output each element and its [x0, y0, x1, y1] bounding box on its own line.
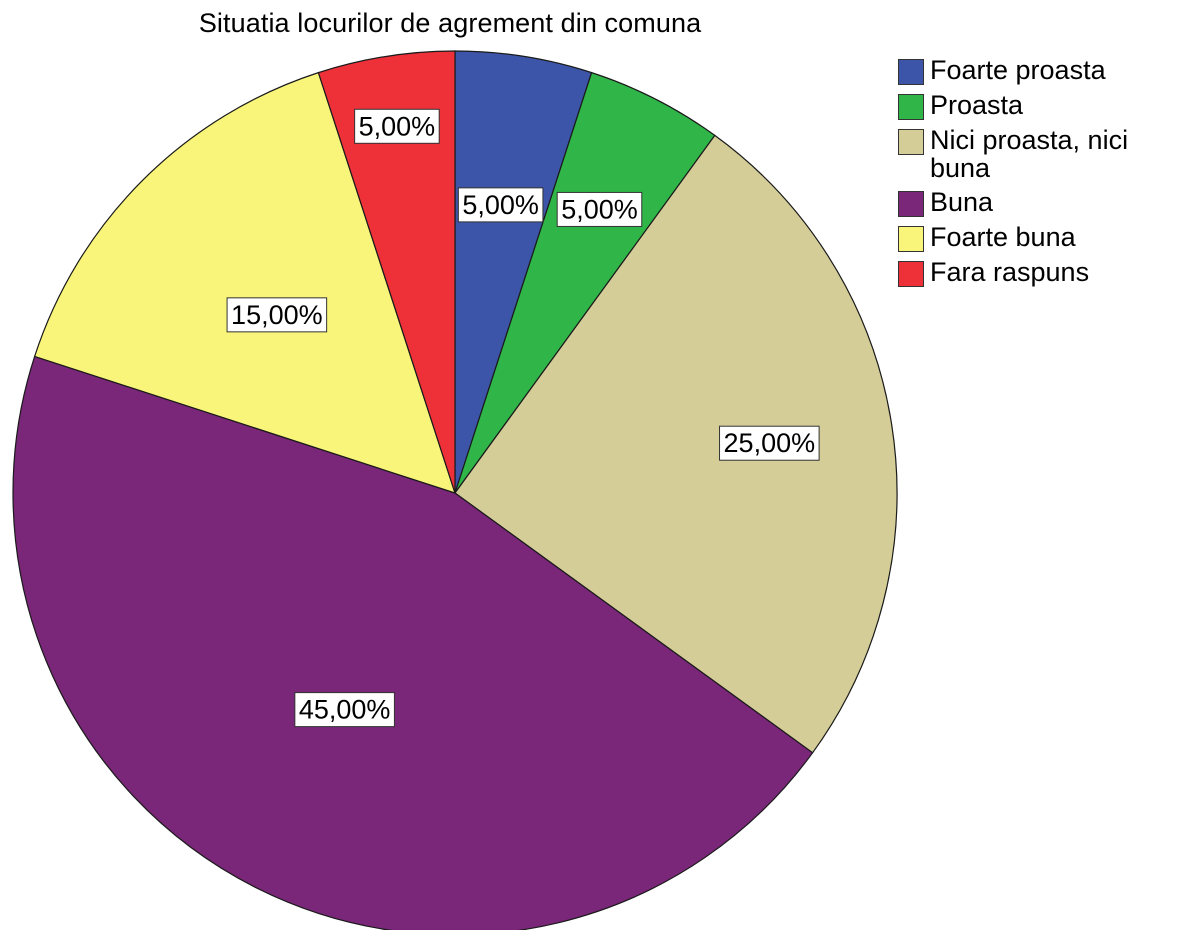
legend-item: Proasta	[898, 91, 1177, 120]
slice-label-text: 5,00%	[561, 194, 638, 224]
pie-slice-3	[454, 134, 898, 754]
slice-label-text: 15,00%	[231, 300, 323, 330]
legend-swatch	[898, 261, 924, 287]
pie-labels: 5,00% 5,00% 25,00% 45,00% 15,00% 5,00%	[226, 108, 820, 728]
legend-item: Nici proasta, nici buna	[898, 126, 1177, 182]
slice-label-box	[556, 191, 643, 227]
legend: Foarte proasta Proasta Nici proasta, nici …	[898, 56, 1177, 293]
slice-label-1: 5,00%	[457, 187, 544, 223]
pie-slice-4	[12, 355, 814, 930]
legend-item: Foarte buna	[898, 223, 1177, 252]
slice-label-text: 5,00%	[462, 190, 539, 220]
legend-swatch	[898, 129, 924, 155]
slice-label-text: 25,00%	[724, 428, 816, 458]
slice-label-4: 45,00%	[294, 692, 395, 728]
legend-label: Nici proasta, nici buna	[930, 125, 1129, 183]
slice-label-text: 45,00%	[299, 695, 391, 725]
pie-slice-5	[33, 71, 456, 494]
slice-label-3: 25,00%	[719, 425, 820, 461]
pie-slices	[12, 50, 898, 930]
legend-swatch	[898, 226, 924, 252]
legend-label: Fara raspuns	[930, 257, 1090, 287]
legend-label: Buna	[930, 187, 994, 217]
legend-item: Foarte proasta	[898, 56, 1177, 85]
slice-label-2: 5,00%	[556, 191, 643, 227]
legend-label: Foarte buna	[930, 222, 1076, 252]
slice-label-box	[354, 108, 440, 144]
legend-swatch	[898, 59, 924, 85]
slice-label-box	[719, 425, 820, 461]
legend-item: Buna	[898, 188, 1177, 217]
slice-label-box	[294, 692, 395, 728]
legend-swatch	[898, 191, 924, 217]
legend-item: Fara raspuns	[898, 258, 1177, 287]
slice-label-text: 5,00%	[359, 111, 436, 141]
slice-label-6: 5,00%	[354, 108, 440, 144]
legend-label: Proasta	[930, 90, 1024, 120]
slice-label-box	[226, 297, 328, 333]
slice-label-5: 15,00%	[226, 297, 328, 333]
pie-slice-6	[317, 50, 456, 494]
slice-label-box	[457, 187, 544, 223]
chart-title: Situatia locurilor de agrement din comun…	[198, 8, 702, 38]
legend-swatch	[898, 94, 924, 120]
legend-label: Foarte proasta	[930, 55, 1106, 85]
